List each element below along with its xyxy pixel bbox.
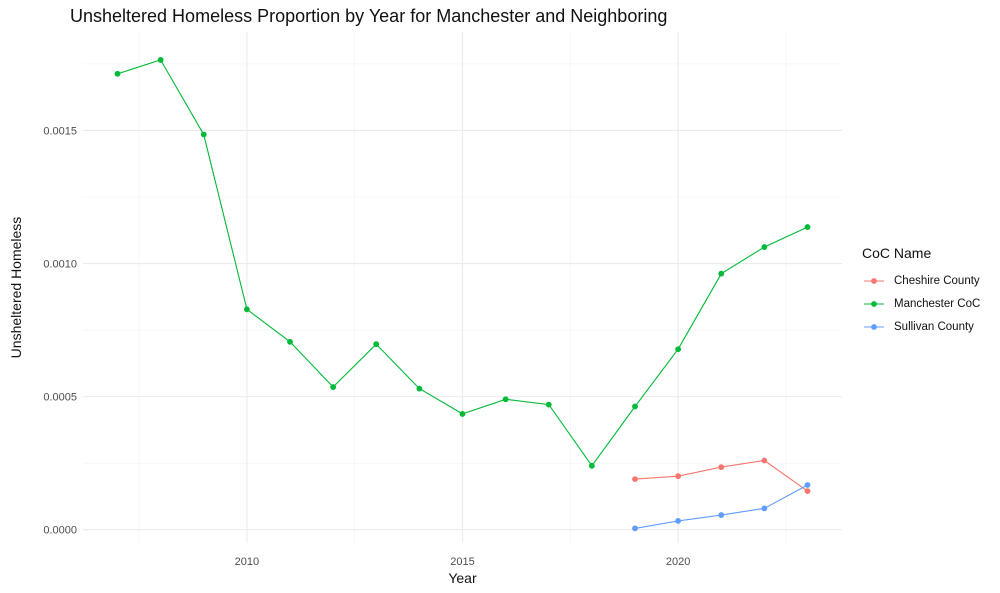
data-point-cheshire-county <box>632 476 638 483</box>
legend-item-manchester: Manchester CoC <box>862 292 980 315</box>
data-point-cheshire-county <box>761 457 768 464</box>
data-point-manchester-coc <box>157 57 164 63</box>
grid <box>83 32 842 543</box>
legend-key-point <box>871 323 877 330</box>
data-point-manchester-coc <box>330 384 337 390</box>
legend: CoC Name Cheshire County Manchester CoC … <box>862 245 980 338</box>
x-axis-title: Year <box>448 570 477 586</box>
data-point-manchester-coc <box>459 411 466 417</box>
data-point-sullivan-county <box>804 482 811 488</box>
data-point-manchester-coc <box>804 224 811 230</box>
data-point-manchester-coc <box>632 403 638 410</box>
legend-label-manchester: Manchester CoC <box>894 297 981 310</box>
data-point-cheshire-county <box>718 464 725 471</box>
data-point-cheshire-county <box>675 473 682 480</box>
data-point-sullivan-county <box>718 512 725 518</box>
x-tick-label: 2020 <box>666 556 690 568</box>
data-point-cheshire-county <box>804 488 811 495</box>
axes: 2010 2015 2020 0.0000 0.0005 0.0010 0.0015 Year… <box>8 125 690 586</box>
x-tick-label: 2015 <box>450 556 474 568</box>
legend-key-point <box>871 300 877 307</box>
y-tick-label: 0.0000 <box>43 525 77 537</box>
data-point-sullivan-county <box>632 525 638 532</box>
legend-label-sullivan: Sullivan County <box>894 320 974 333</box>
legend-label-cheshire: Cheshire County <box>894 274 980 287</box>
legend-key-point <box>871 277 877 284</box>
data-point-manchester-coc <box>675 346 682 353</box>
data-point-manchester-coc <box>243 306 250 313</box>
y-tick-label: 0.0010 <box>43 259 77 271</box>
series-layer <box>114 57 811 532</box>
chart-title: Unsheltered Homeless Proportion by Year … <box>70 6 668 26</box>
legend-key-manchester <box>864 300 884 307</box>
data-point-manchester-coc <box>761 244 768 250</box>
series-line-sullivan-county <box>634 484 808 529</box>
data-point-manchester-coc <box>545 401 552 408</box>
y-tick-label: 0.0015 <box>43 125 77 137</box>
legend-key-cheshire <box>864 277 884 284</box>
x-tick-label: 2010 <box>235 556 259 568</box>
legend-item-sullivan: Sullivan County <box>862 315 980 338</box>
data-point-manchester-coc <box>588 462 595 469</box>
data-point-manchester-coc <box>718 270 725 277</box>
data-point-manchester-coc <box>287 338 293 345</box>
legend-key-sullivan <box>864 323 884 330</box>
data-point-manchester-coc <box>114 70 121 77</box>
data-point-manchester-coc <box>373 341 380 348</box>
y-tick-label: 0.0005 <box>43 392 77 404</box>
legend-item-cheshire: Cheshire County <box>862 269 980 292</box>
data-point-sullivan-county <box>761 505 768 512</box>
data-point-manchester-coc <box>502 396 509 403</box>
data-point-sullivan-county <box>675 518 682 524</box>
y-axis-title: Unsheltered Homeless <box>8 217 24 359</box>
legend-title: CoC Name <box>862 245 932 261</box>
data-point-manchester-coc <box>416 385 423 392</box>
data-point-manchester-coc <box>200 131 207 138</box>
